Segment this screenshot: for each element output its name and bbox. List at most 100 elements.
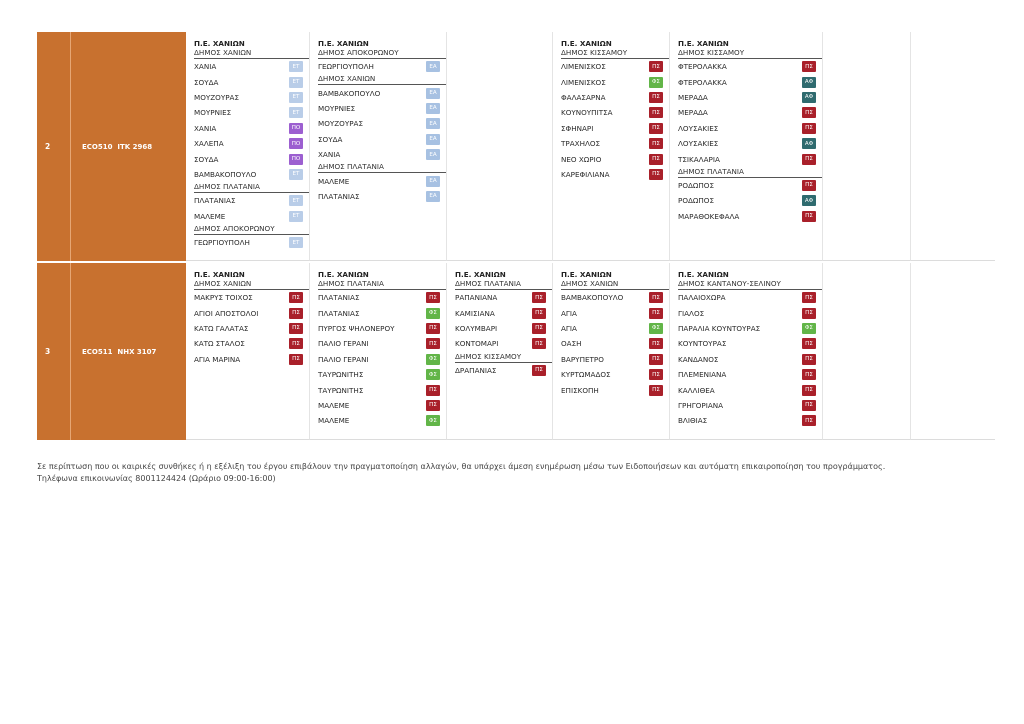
type-badge: ΠΟ [289,122,303,134]
location-name: ΓΙΑΛΟΣ [678,308,705,318]
location-row: ΒΑΜΒΑΚΟΠΟΥΛΟ ΕΑ [318,85,446,100]
location-name: ΡΟΔΩΠΟΣ [678,180,715,190]
location-row: ΠΑΡΑΛΙΑ ΚΟΥΝΤΟΥΡΑΣ ΦΣ [678,321,822,336]
location-row: ΠΥΡΓΟΣ ΨΗΛΟΝΕΡΟΥ ΠΣ [318,321,446,336]
type-badge: ΑΦ [802,138,816,150]
type-badge: ΠΣ [426,399,440,411]
location-name: ΛΟΥΣΑΚΙΕΣ [678,123,719,133]
municipality-header: ΔΗΜΟΣ ΠΛΑΤΑΝΙΑ [678,167,822,178]
location-name: ΧΑΛΕΠΑ [194,139,224,149]
location-name: ΚΑΜΙΣΙΑΝΑ [455,308,495,318]
type-badge: ΠΣ [649,168,663,180]
location-name: ΡΟΔΩΠΟΣ [678,196,715,206]
municipality-header: ΔΗΜΟΣ ΚΙΣΣΑΜΟΥ [455,352,552,363]
location-row: ΦΤΕΡΟΛΑΚΚΑ ΑΦ [678,74,822,89]
schedule-cell: Π.Ε. ΧΑΝΙΩΝ ΔΗΜΟΣ ΠΛΑΤΑΝΙΑ ΡΑΠΑΝΙΑΝΑ ΠΣ ΚΑΜΙ… [447,263,553,440]
location-row: ΔΡΑΠΑΝΙΑΣ ΠΣ [455,363,552,378]
location-name: ΜΕΡΑΔΑ [678,108,708,118]
type-badge: ΠΣ [802,307,816,319]
type-badge: ΦΣ [649,76,663,88]
type-badge: ΕΑ [426,118,440,130]
type-badge: ΦΣ [426,353,440,365]
schedule-row: 3 ECO511 NHX 3107 Π.Ε. ΧΑΝΙΩΝ ΔΗΜΟΣ ΧΑΝΙΩ… [37,263,995,440]
location-name: ΓΡΗΓΟΡΙΑΝΑ [678,400,724,410]
location-name: ΧΑΝΙΑ [318,150,341,160]
location-name: ΠΛΕΜΕΝΙΑΝΑ [678,370,727,380]
municipality-header: ΔΗΜΟΣ ΠΛΑΤΑΝΙΑ [455,279,552,290]
location-name: ΤΑΥΡΩΝΙΤΗΣ [318,370,364,380]
location-name: ΜΑΛΕΜΕ [194,211,226,221]
schedule-row: 2 ECO510 ITK 2968 Π.Ε. ΧΑΝΙΩΝ ΔΗΜΟΣ ΧΑΝΙΩ… [37,32,995,261]
location-row: ΜΑΚΡΥΣ ΤΟΙΧΟΣ ΠΣ [194,290,309,305]
location-row: ΡΟΔΩΠΟΣ ΠΣ [678,178,822,193]
regional-unit-label: Π.Ε. ΧΑΝΙΩΝ [678,39,729,48]
municipality-header: ΔΗΜΟΣ ΠΛΑΤΑΝΙΑ [194,182,309,194]
location-name: ΠΑΡΑΛΙΑ ΚΟΥΝΤΟΥΡΑΣ [678,323,761,333]
route-code: ECO510 ITK 2968 [71,32,186,261]
location-row: ΠΛΕΜΕΝΙΑΝΑ ΠΣ [678,367,822,382]
location-row: ΕΠΙΣΚΟΠΗ ΠΣ [561,382,669,397]
type-badge: ΠΣ [802,61,816,73]
location-row: ΠΑΛΑΙΟΧΩΡΑ ΠΣ [678,290,822,305]
type-badge: ΠΣ [649,338,663,350]
location-row: ΓΙΑΛΟΣ ΠΣ [678,305,822,320]
type-badge: ΦΣ [426,307,440,319]
schedule-cell: Π.Ε. ΧΑΝΙΩΝ ΔΗΜΟΣ ΧΑΝΙΩΝ ΧΑΝΙΑ ΕΤ ΣΟΥΔΑ ΕΤ ΜΟΥ… [186,32,310,261]
location-row: ΚΟΥΝΟΥΠΙΤΣΑ ΠΣ [561,105,669,120]
location-row: ΧΑΝΙΑ ΕΤ [194,59,309,74]
regional-unit-label: Π.Ε. ΧΑΝΙΩΝ [318,39,369,48]
location-row: ΠΛΑΤΑΝΙΑΣ ΦΣ [318,305,446,320]
schedule-cell: Π.Ε. ΧΑΝΙΩΝ ΔΗΜΟΣ ΚΑΝΤΑΝΟΥ-ΣΕΛΙΝΟΥ ΠΑΛΑΙΟΧ… [670,263,823,440]
location-name: ΜΑΛΕΜΕ [318,400,350,410]
location-row: ΒΑΡΥΠΕΤΡΟ ΠΣ [561,352,669,367]
schedule-cell [911,263,995,440]
location-row: ΦΑΛΑΣΑΡΝΑ ΠΣ [561,90,669,105]
location-name: ΑΓΙΑ ΜΑΡΙΝΑ [194,354,241,364]
location-name: ΚΟΛΥΜΒΑΡΙ [455,323,498,333]
type-badge: ΠΣ [649,292,663,304]
location-name: ΣΦΗΝΑΡΙ [561,123,594,133]
location-name: ΒΑΜΒΑΚΟΠΟΥΛΟ [561,293,624,303]
location-row: ΣΟΥΔΑ ΠΟ [194,151,309,166]
location-row: ΣΦΗΝΑΡΙ ΠΣ [561,121,669,136]
type-badge: ΠΣ [649,61,663,73]
type-badge: ΠΣ [426,384,440,396]
municipality-header: ΔΗΜΟΣ ΠΛΑΤΑΝΙΑ [318,162,446,174]
type-badge: ΠΣ [802,338,816,350]
location-name: ΠΑΛΙΟ ΓΕΡΑΝΙ [318,354,369,364]
type-badge: ΠΣ [802,179,816,191]
schedule-cell [447,32,553,261]
municipality-header: ΔΗΜΟΣ ΚΑΝΤΑΝΟΥ-ΣΕΛΙΝΟΥ [678,279,822,290]
location-name: ΚΥΡΤΩΜΑΔΟΣ [561,370,611,380]
type-badge: ΠΣ [649,369,663,381]
location-row: ΠΛΑΤΑΝΙΑΣ ΕΤ [194,193,309,208]
location-name: ΚΑΤΩ ΣΤΑΛΟΣ [194,339,245,349]
type-badge: ΠΣ [649,153,663,165]
location-name: ΧΑΝΙΑ [194,62,217,72]
municipality-header: ΔΗΜΟΣ ΑΠΟΚΟΡΩΝΟΥ [194,224,309,235]
location-name: ΑΓΙΟΙ ΑΠΟΣΤΟΛΟΙ [194,308,259,318]
location-row: ΤΡΑΧΗΛΟΣ ΠΣ [561,136,669,151]
location-row: ΜΟΥΖΟΥΡΑΣ ΕΑ [318,116,446,131]
type-badge: ΠΣ [802,122,816,134]
location-row: ΛΙΜΕΝΙΣΚΟΣ ΦΣ [561,74,669,89]
regional-unit-label: Π.Ε. ΧΑΝΙΩΝ [561,39,612,48]
location-name: ΚΟΥΝΤΟΥΡΑΣ [678,339,727,349]
location-row: ΠΑΛΙΟ ΓΕΡΑΝΙ ΠΣ [318,336,446,351]
location-row: ΜΑΡΑΘΟΚΕΦΑΛΑ ΠΣ [678,209,822,224]
location-row: ΚΑΡΕΦΙΛΙΑΝΑ ΠΣ [561,167,669,182]
location-name: ΑΓΙΑ [561,308,577,318]
type-badge: ΠΣ [649,353,663,365]
schedule-cell: Π.Ε. ΧΑΝΙΩΝ ΔΗΜΟΣ ΠΛΑΤΑΝΙΑ ΠΛΑΤΑΝΙΑΣ ΠΣ ΠΛΑΤ… [310,263,447,440]
location-name: ΜΕΡΑΔΑ [678,92,708,102]
note-line-weather: Σε περίπτωση που οι καιρικές συνθήκες ή … [37,462,886,471]
type-badge: ΠΣ [289,353,303,365]
location-name: ΚΑΤΩ ΓΑΛΑΤΑΣ [194,323,249,333]
type-badge: ΕΤ [289,168,303,180]
location-name: ΚΑΡΕΦΙΛΙΑΝΑ [561,169,610,179]
location-row: ΧΑΝΙΑ ΠΟ [194,121,309,136]
location-name: ΒΑΡΥΠΕΤΡΟ [561,354,604,364]
location-row: ΛΟΥΣΑΚΙΕΣ ΠΣ [678,121,822,136]
type-badge: ΕΤ [289,107,303,119]
type-badge: ΦΣ [426,415,440,427]
